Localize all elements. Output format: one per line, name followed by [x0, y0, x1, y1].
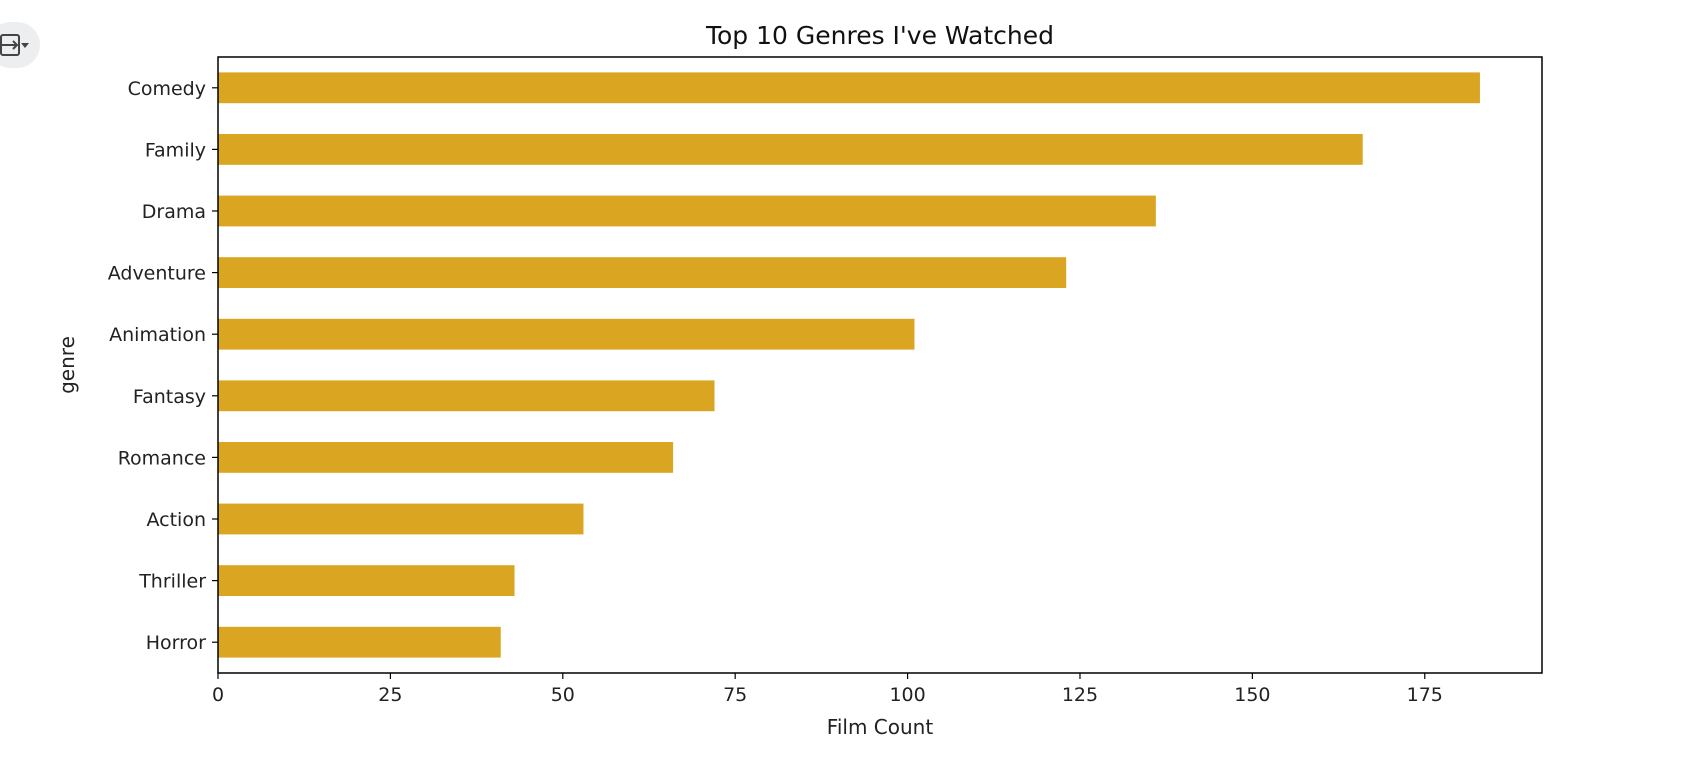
bar-romance — [218, 442, 674, 473]
y-tick-label: Family — [145, 139, 206, 161]
x-tick-label: 25 — [378, 684, 402, 706]
x-tick-label: 75 — [723, 684, 747, 706]
x-tick-label: 100 — [889, 684, 925, 706]
bar-horror — [218, 626, 501, 658]
bar-thriller — [218, 565, 515, 596]
bar-comedy — [218, 72, 1480, 104]
plot-frame — [217, 56, 1543, 674]
filter-menu-icon — [0, 34, 29, 56]
y-tick-label: Horror — [146, 632, 206, 654]
x-tick-label: 125 — [1062, 684, 1098, 706]
y-tick-label: Romance — [118, 447, 206, 469]
y-tick-label: Action — [146, 509, 206, 531]
x-axis-label: Film Count — [827, 715, 934, 739]
y-tick-label: Animation — [109, 324, 206, 346]
chart-title: Top 10 Genres I've Watched — [705, 21, 1054, 50]
x-tick-label: 0 — [212, 684, 224, 706]
y-tick-label: Comedy — [128, 78, 206, 100]
y-tick-label: Adventure — [108, 263, 206, 285]
y-axis-label: genre — [55, 336, 79, 394]
filter-menu-button[interactable] — [0, 22, 40, 68]
bar-drama — [218, 195, 1156, 227]
y-tick-label: Drama — [142, 201, 206, 223]
y-tick-label: Thriller — [138, 571, 206, 593]
bar-animation — [218, 318, 915, 350]
x-tick-label: 50 — [551, 684, 575, 706]
x-tick-label: 150 — [1234, 684, 1270, 706]
bar-action — [218, 503, 584, 535]
x-tick-label: 175 — [1407, 684, 1443, 706]
bar-adventure — [218, 257, 1067, 288]
bar-family — [218, 134, 1363, 165]
bar-fantasy — [218, 380, 715, 412]
y-tick-label: Fantasy — [133, 386, 206, 408]
